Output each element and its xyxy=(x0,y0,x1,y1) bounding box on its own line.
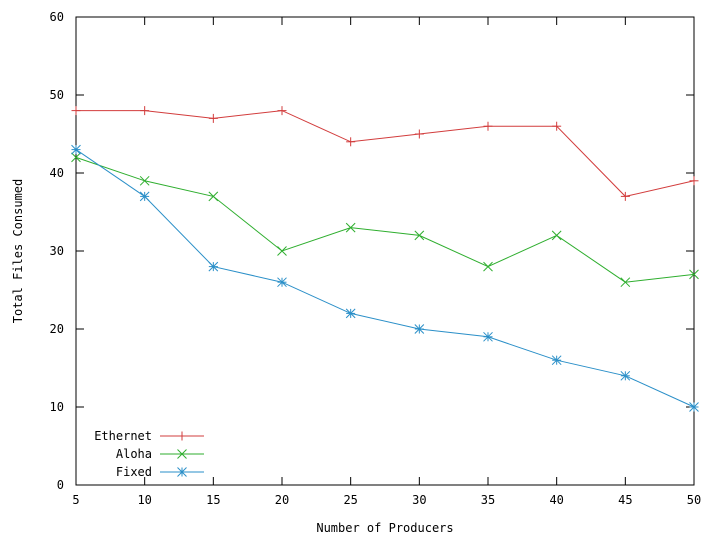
data-point-aloha xyxy=(620,277,631,288)
legend-label-aloha: Aloha xyxy=(116,447,152,461)
y-axis-title: Total Files Consumed xyxy=(11,179,25,324)
x-tick-label: 45 xyxy=(618,493,632,507)
y-tick-label: 0 xyxy=(57,478,64,492)
data-point-fixed xyxy=(689,402,699,412)
legend-marker-aloha xyxy=(177,449,187,459)
y-tick-label: 60 xyxy=(50,10,64,24)
data-point-fixed xyxy=(139,191,150,202)
data-point-fixed xyxy=(208,261,219,272)
data-point-fixed xyxy=(620,370,631,381)
series-line-aloha xyxy=(75,156,695,283)
x-tick-label: 35 xyxy=(481,493,495,507)
data-point-fixed xyxy=(551,355,562,366)
data-point-aloha xyxy=(71,152,81,163)
x-tick-label: 40 xyxy=(549,493,563,507)
data-point-ethernet xyxy=(483,121,493,131)
legend-label-fixed: Fixed xyxy=(116,465,152,479)
y-tick-label: 50 xyxy=(50,88,64,102)
data-point-ethernet xyxy=(620,191,630,201)
data-point-aloha xyxy=(483,261,493,272)
data-point-fixed xyxy=(345,308,356,319)
data-point-aloha xyxy=(277,246,287,256)
series-layer xyxy=(71,106,699,412)
series-ethernet xyxy=(71,106,699,201)
data-point-aloha xyxy=(208,191,219,202)
y-tick-label: 30 xyxy=(50,244,64,258)
legend-item-ethernet: Ethernet xyxy=(94,429,204,443)
plot-frame xyxy=(75,16,695,486)
data-point-ethernet xyxy=(277,106,287,116)
legend-marker-fixed xyxy=(177,467,187,477)
data-point-ethernet xyxy=(414,129,424,139)
data-point-fixed xyxy=(483,331,493,342)
series-line-ethernet xyxy=(76,110,695,197)
y-tick-label: 20 xyxy=(50,322,64,336)
x-axis-title: Number of Producers xyxy=(316,521,453,535)
x-tick-label: 20 xyxy=(275,493,289,507)
x-tick-label: 15 xyxy=(206,493,220,507)
legend: Ethernet Aloha Fixed xyxy=(94,429,204,479)
data-point-ethernet xyxy=(208,113,218,123)
data-point-ethernet xyxy=(689,176,699,186)
plot-border xyxy=(75,16,695,486)
series-aloha xyxy=(71,152,699,288)
data-point-aloha xyxy=(345,222,356,233)
x-tick-label: 25 xyxy=(343,493,357,507)
x-tick-label: 30 xyxy=(412,493,426,507)
legend-label-ethernet: Ethernet xyxy=(94,429,152,443)
series-fixed xyxy=(71,144,699,412)
series-line-fixed xyxy=(75,149,695,408)
data-point-aloha xyxy=(689,269,699,280)
data-point-aloha xyxy=(414,230,425,241)
data-point-ethernet xyxy=(346,137,356,147)
data-point-ethernet xyxy=(552,121,562,131)
legend-marker-ethernet xyxy=(177,431,187,441)
data-point-fixed xyxy=(414,324,425,334)
x-tick-label: 10 xyxy=(137,493,151,507)
y-axis: 0 10 20 30 40 50 60 xyxy=(50,10,694,492)
y-tick-label: 40 xyxy=(50,166,64,180)
data-point-ethernet xyxy=(71,106,81,116)
legend-item-aloha: Aloha xyxy=(116,447,204,461)
x-tick-label: 5 xyxy=(72,493,79,507)
x-tick-label: 50 xyxy=(687,493,701,507)
data-point-fixed xyxy=(71,144,81,155)
y-tick-label: 10 xyxy=(50,400,64,414)
data-point-aloha xyxy=(139,175,150,186)
x-axis: 5 10 15 20 25 30 35 40 45 50 xyxy=(72,17,701,507)
data-point-aloha xyxy=(551,230,562,241)
data-point-ethernet xyxy=(140,106,150,116)
legend-item-fixed: Fixed xyxy=(116,465,204,479)
data-point-fixed xyxy=(277,277,287,288)
